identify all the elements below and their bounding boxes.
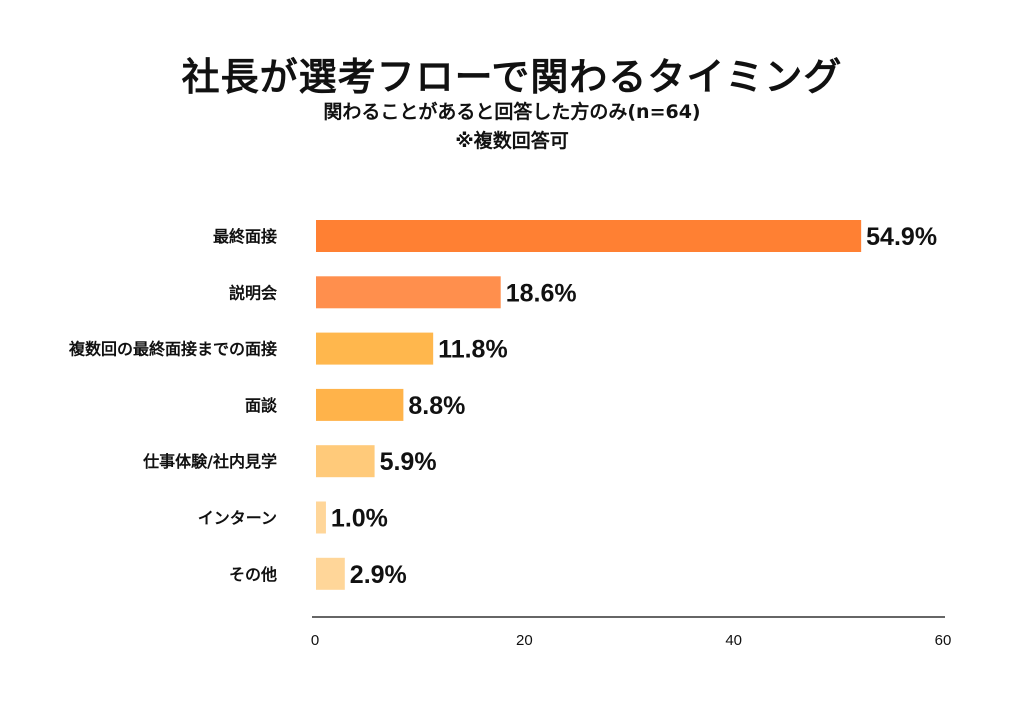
- value-label: 54.9%: [866, 223, 937, 251]
- value-label: 2.9%: [350, 561, 407, 589]
- category-label: 最終面接: [213, 227, 277, 246]
- category-label: 仕事体験/社内見学: [142, 452, 277, 471]
- x-tick-label: 60: [935, 632, 952, 649]
- bar: [316, 502, 326, 534]
- bar: [316, 445, 375, 477]
- category-label: 複数回の最終面接までの面接: [68, 340, 277, 359]
- value-label: 18.6%: [506, 279, 577, 307]
- category-label: 説明会: [229, 283, 277, 302]
- x-tick-label: 20: [516, 632, 533, 649]
- bar: [316, 389, 403, 421]
- bar: [316, 558, 345, 590]
- category-label: 面談: [245, 396, 278, 415]
- value-label: 5.9%: [380, 448, 437, 476]
- bar: [316, 220, 861, 252]
- value-label: 11.8%: [438, 336, 508, 364]
- bar: [316, 276, 501, 308]
- category-label: インターン: [198, 509, 277, 528]
- bar: [316, 333, 433, 365]
- x-tick-label: 40: [725, 632, 742, 649]
- value-label: 1.0%: [331, 505, 388, 533]
- category-label: その他: [229, 565, 277, 584]
- x-tick-label: 0: [311, 632, 319, 649]
- value-label: 8.8%: [408, 392, 465, 420]
